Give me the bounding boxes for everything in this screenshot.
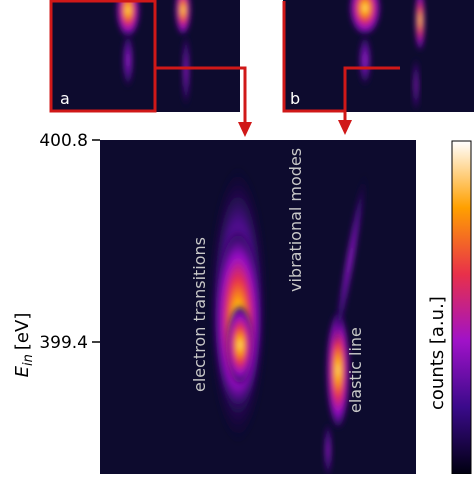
arrow-head [338,120,352,135]
y-tick-label: 400.8 [39,131,88,151]
symbol: E [12,365,33,377]
subscript: in [21,354,36,366]
y-tick-label: 399.4 [39,333,88,353]
arrow [155,66,247,124]
main-map [100,140,416,474]
inset-a-frame [49,0,157,113]
colorbar [451,140,472,475]
arrow-head [238,122,252,137]
panel-label: b [290,89,300,108]
y-axis-label: Ein [eV] [12,313,36,378]
annotation: elastic line [346,327,365,413]
annotation: electron transitions [190,237,209,392]
panel-label: a [60,89,70,108]
unit: [eV] [12,313,33,350]
annotation: vibrational modes [286,148,305,292]
inset-a [50,0,240,112]
inset-b [283,0,474,112]
colorbar-label: counts [a.u.] [427,296,448,410]
